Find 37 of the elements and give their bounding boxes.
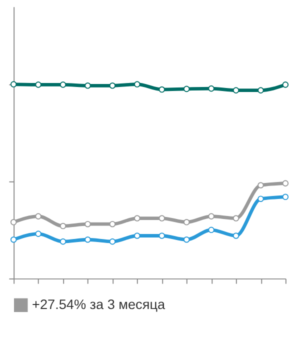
point	[84, 236, 91, 243]
point	[208, 226, 214, 234]
point	[208, 213, 214, 220]
point	[258, 196, 264, 202]
point	[158, 232, 166, 239]
legend-label: +27.54% за 3 месяца	[32, 297, 166, 312]
point	[282, 82, 289, 88]
point	[158, 86, 166, 93]
point	[183, 219, 190, 226]
point	[134, 81, 140, 88]
point	[60, 222, 66, 230]
point	[208, 85, 214, 92]
point	[282, 194, 289, 200]
point	[258, 87, 264, 94]
point	[10, 81, 17, 88]
point	[60, 238, 66, 245]
point	[35, 213, 42, 220]
point	[183, 86, 190, 92]
point	[10, 236, 17, 243]
point	[35, 82, 42, 88]
point	[134, 232, 140, 239]
point	[183, 236, 190, 243]
point	[10, 219, 17, 226]
point	[84, 82, 91, 89]
point	[60, 82, 66, 88]
point	[109, 220, 116, 228]
point	[109, 238, 116, 245]
point	[282, 180, 289, 186]
point	[232, 87, 240, 94]
point	[84, 220, 91, 228]
point	[134, 215, 140, 222]
point	[258, 182, 264, 188]
point	[158, 215, 166, 222]
point	[232, 215, 240, 222]
point	[232, 232, 240, 239]
point	[35, 230, 42, 237]
point	[109, 82, 116, 89]
